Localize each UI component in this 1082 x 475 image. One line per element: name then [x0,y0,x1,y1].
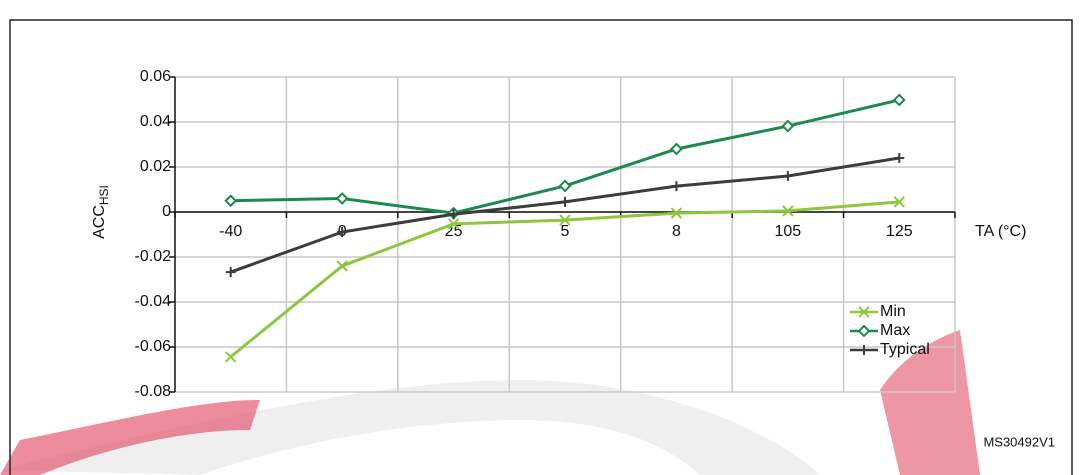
marker-diamond [335,192,349,205]
marker-diamond [857,324,871,338]
y-tick-label: -0.08 [135,383,172,400]
x-tick-label: 125 [886,223,913,240]
series-line [230,156,900,274]
watermark [0,380,820,475]
legend-label: Typical [880,341,930,358]
y-tick-label: -0.04 [135,293,172,310]
marker-x [893,196,905,208]
series-line [230,98,900,215]
y-label-sub: HSI [97,185,111,205]
figure-code: MS30492V1 [983,434,1055,449]
marker-x [336,260,348,272]
y-axis-label: ACCHSI [91,185,111,239]
marker-diamond [558,179,572,193]
x-tick-label: 5 [561,223,570,240]
marker-plus [782,171,793,181]
marker-x [447,218,460,230]
marker-x [225,351,237,363]
y-tick-label: 0 [162,203,171,220]
watermark [0,400,260,475]
marker-plus [894,153,905,163]
y-tick-label: 0.04 [140,113,171,130]
frame [9,19,1073,475]
legend-label: Max [880,322,910,339]
marker-x [559,214,571,226]
marker-plus [560,196,570,207]
marker-x [782,205,794,217]
marker-diamond [224,194,238,208]
legend-label: Min [880,303,906,320]
y-tick-label: -0.02 [135,248,172,265]
x-tick-label: 105 [775,223,802,240]
y-label-main: ACC [91,205,108,239]
y-tick-label: 0.02 [140,158,171,175]
marker-diamond [781,119,795,133]
marker-diamond [892,93,906,107]
marker-x [670,207,683,219]
x-tick-label: 8 [672,223,681,240]
marker-plus [671,181,682,192]
marker-plus [337,227,348,238]
x-axis-label: TA (°C) [975,223,1026,240]
marker-plus [225,267,236,278]
marker-plus [448,209,459,220]
marker-plus [859,345,869,355]
y-tick-label: 0.06 [140,68,171,85]
marker-diamond [670,142,683,156]
y-tick-label: -0.06 [135,338,172,355]
x-tick-label: -40 [219,223,242,240]
marker-x [858,306,870,318]
